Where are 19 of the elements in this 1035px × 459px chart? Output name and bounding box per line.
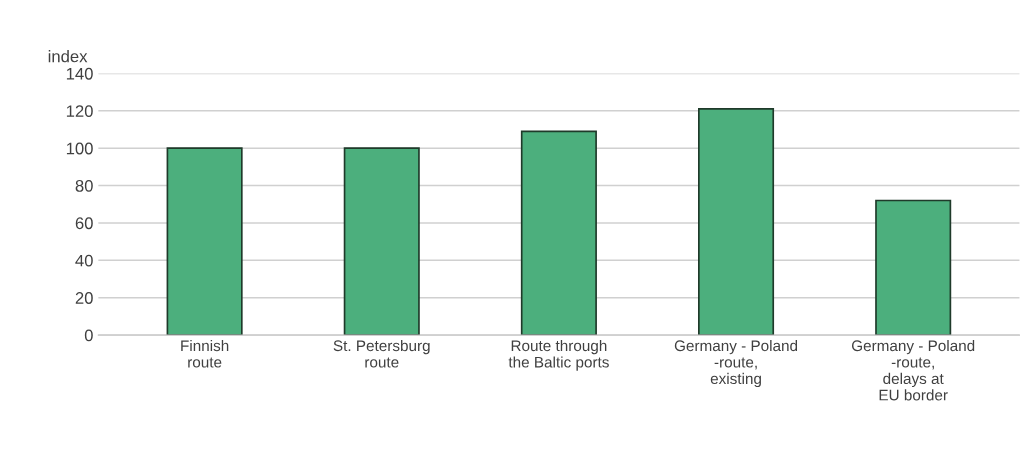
x-tick-label: Route through the Baltic ports (508, 339, 609, 371)
y-tick-label: 140 (66, 67, 93, 80)
y-tick-label: 0 (84, 329, 93, 342)
bar (343, 147, 420, 336)
x-tick-label: Finnish route (181, 339, 229, 368)
y-tick-label: 60 (75, 217, 93, 230)
y-tick-label: 100 (66, 142, 93, 155)
bar (166, 147, 243, 336)
x-tick-label: Germany - Poland -route, existing (674, 339, 798, 388)
y-tick-label: 40 (75, 254, 93, 267)
bar (698, 108, 775, 336)
bar (875, 199, 952, 336)
y-tick-label: 80 (75, 179, 93, 192)
x-tick-label: St. Petersburg route (333, 339, 430, 368)
y-tick-label: 20 (75, 292, 93, 304)
y-axis-title: index (48, 50, 88, 63)
y-tick-label: 120 (66, 105, 93, 118)
x-tick-label: Germany - Poland -route, delays at EU border (851, 339, 975, 401)
bar (520, 130, 597, 336)
